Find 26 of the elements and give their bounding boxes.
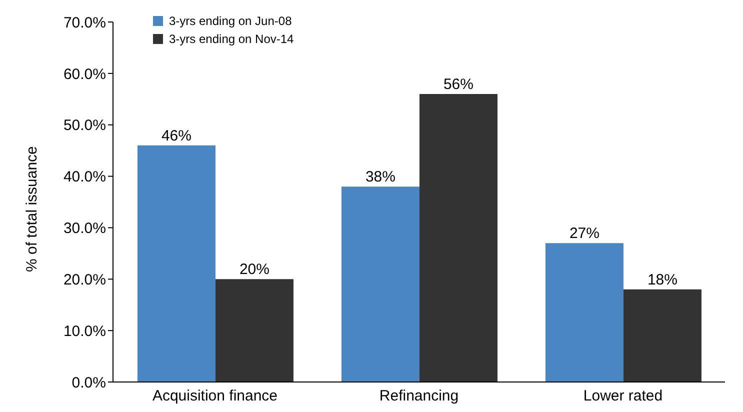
- bar: [623, 289, 702, 382]
- x-tick-label: Acquisition finance: [152, 388, 278, 405]
- x-tick-label: Refinancing: [379, 388, 459, 405]
- legend-label: 3-yrs ending on Jun-08: [169, 13, 292, 30]
- y-tick-label: 20.0%: [63, 271, 106, 288]
- y-axis-title: % of total issuance: [23, 146, 40, 272]
- bar: [341, 186, 420, 382]
- data-label: 18%: [647, 271, 678, 288]
- data-label: 46%: [161, 127, 192, 144]
- y-tick-label: 50.0%: [63, 117, 106, 134]
- data-label: 27%: [569, 225, 600, 242]
- legend-label: 3-yrs ending on Nov-14: [169, 31, 294, 48]
- data-label: 20%: [239, 261, 270, 278]
- bar: [215, 279, 294, 382]
- data-label: 56%: [443, 76, 474, 93]
- y-tick-label: 0.0%: [72, 374, 106, 392]
- data-label: 38%: [365, 168, 396, 186]
- bar: [137, 145, 216, 382]
- y-tick-label: 10.0%: [63, 322, 106, 340]
- y-tick-label: 60.0%: [63, 66, 106, 83]
- x-tick-label: Lower rated: [583, 388, 663, 405]
- bar: [545, 243, 624, 382]
- y-tick-label: 40.0%: [63, 168, 106, 186]
- y-tick-label: 30.0%: [63, 220, 106, 238]
- bar: [419, 94, 498, 382]
- y-tick-label: 70.0%: [63, 14, 106, 32]
